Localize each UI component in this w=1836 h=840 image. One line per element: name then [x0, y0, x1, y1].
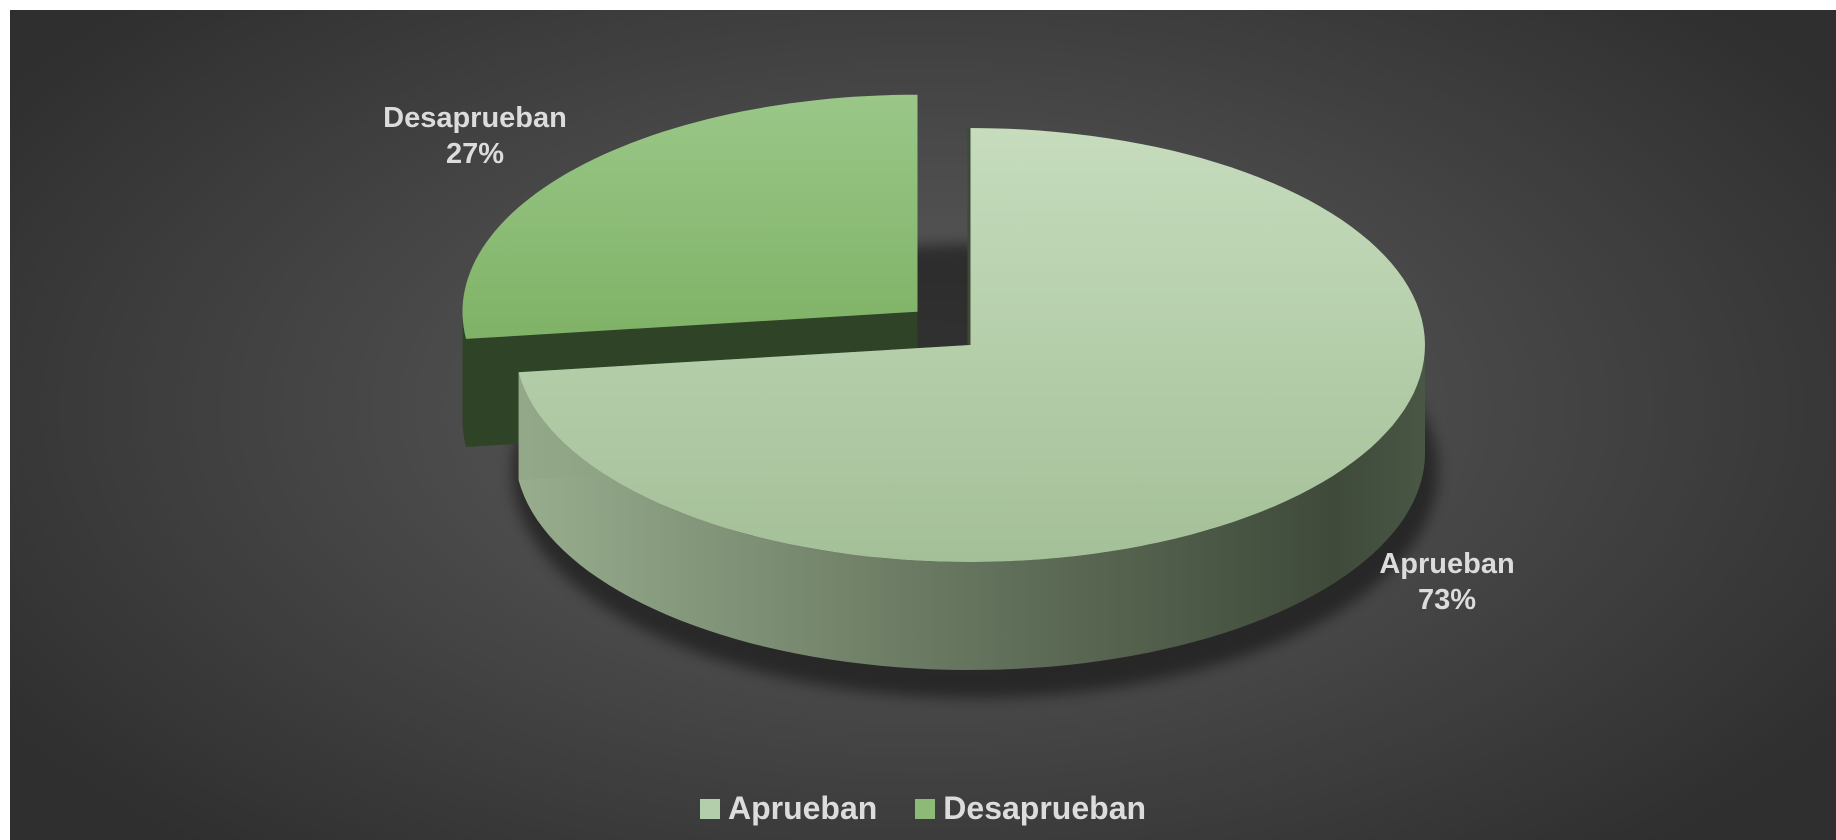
data-label-aprueban-name: Aprueban	[1379, 548, 1515, 580]
data-label-desaprueban: Desaprueban 27%	[383, 100, 567, 172]
data-label-desaprueban-value: 27%	[445, 138, 505, 170]
data-label-aprueban: Aprueban 73%	[1379, 546, 1514, 618]
legend-swatch-aprueban	[699, 798, 720, 819]
legend: Aprueban Desaprueban	[10, 790, 1836, 827]
legend-item-desaprueban: Desaprueban	[915, 790, 1146, 827]
chart-area: Desaprueban 27% Aprueban 73% Aprueban De…	[10, 10, 1836, 840]
slice-desaprueban-side	[462, 311, 467, 447]
data-label-desaprueban-name: Desaprueban	[383, 102, 567, 134]
slice-aprueban-side	[518, 345, 1425, 670]
slice-desaprueban	[462, 94, 918, 339]
legend-label-aprueban: Aprueban	[727, 790, 878, 826]
data-label-aprueban-value: 73%	[1417, 584, 1477, 616]
legend-label-desaprueban: Desaprueban	[943, 790, 1147, 826]
pie-chart	[462, 94, 1438, 698]
legend-swatch-desaprueban	[915, 798, 936, 819]
slice-aprueban	[518, 128, 1425, 562]
legend-item-aprueban: Aprueban	[699, 790, 878, 827]
